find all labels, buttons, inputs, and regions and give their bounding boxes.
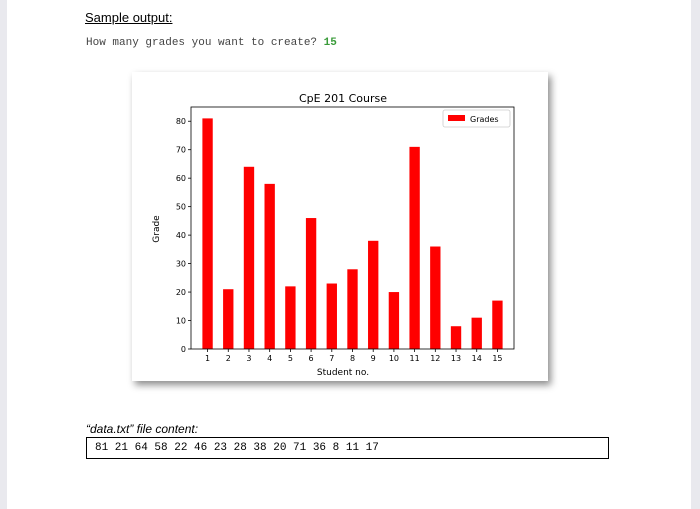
chart-legend: Grades (442, 109, 511, 128)
chart-x-axis: 1 2 3 4 5 6 7 8 9 10 11 12 13 14 15 (205, 349, 503, 363)
chart-bar (492, 300, 503, 349)
chart-bar (264, 183, 275, 349)
chart-y-tick-label: 60 (176, 174, 186, 183)
chart-y-tick-label: 0 (181, 345, 186, 354)
chart-bar (347, 269, 358, 349)
chart-bar (430, 246, 441, 349)
chart-x-tick-label: 7 (329, 354, 334, 363)
chart-x-tick-label: 1 (205, 354, 210, 363)
chart-y-tick-label: 70 (176, 146, 186, 155)
chart-y-tick-label: 80 (176, 117, 186, 126)
chart-legend-box (442, 109, 511, 128)
chart-x-tick-label: 9 (371, 354, 376, 363)
bar-chart: CpE 201 Course Student no. Grade 0102030… (152, 92, 515, 378)
chart-bar (243, 166, 255, 349)
file-content-label: “data.txt” file content: (86, 422, 199, 436)
chart-bar (471, 317, 482, 349)
chart-bar (388, 292, 400, 349)
chart-x-tick-label: 10 (389, 354, 399, 363)
chart-bars-group (202, 118, 503, 349)
chart-plot-frame (190, 106, 515, 350)
chart-x-tick-label: 8 (350, 354, 355, 363)
chart-x-tick-label: 5 (288, 354, 293, 363)
chart-y-tick-label: 50 (176, 203, 186, 212)
chart-bar (223, 289, 234, 349)
chart-x-axis-label: Student no. (317, 368, 369, 378)
console-prompt-answer: 15 (323, 37, 337, 49)
chart-x-tick-label: 4 (267, 354, 272, 363)
chart-bar (285, 286, 296, 349)
chart-x-tick-label: 12 (430, 354, 440, 363)
chart-x-tick-label: 2 (226, 354, 231, 363)
chart-bar (368, 240, 379, 349)
chart-y-tick-label: 30 (176, 260, 186, 269)
sample-output-heading: Sample output: (85, 10, 173, 25)
chart-bar (326, 283, 337, 349)
chart-bar (409, 146, 420, 349)
file-content-box: 81 21 64 58 22 46 23 28 38 20 71 36 8 11… (86, 437, 609, 459)
chart-legend-label: Grades (470, 115, 499, 124)
chart-figure: CpE 201 Course Student no. Grade 0 10 20 30… (132, 72, 548, 381)
chart-x-tick-label: 15 (492, 354, 502, 363)
console-prompt-text: How many grades you want to create? (86, 37, 324, 49)
chart-y-tick-label: 10 (176, 317, 186, 326)
chart-bar (305, 218, 317, 349)
chart-bar (450, 326, 462, 349)
chart-bar (202, 118, 213, 349)
chart-x-tick-label: 13 (451, 354, 461, 363)
chart-x-tick-label: 11 (410, 354, 420, 363)
chart-y-axis-label: Grade (152, 215, 162, 243)
chart-y-axis: 0 10 20 30 40 50 60 70 80 (176, 117, 191, 354)
chart-x-tick-label: 3 (246, 354, 251, 363)
chart-legend-swatch (448, 115, 465, 121)
chart-y-tick-label: 40 (176, 231, 186, 240)
console-prompt-line: How many grades you want to create? 15 (86, 37, 337, 49)
chart-x-tick-label: 14 (472, 354, 482, 363)
chart-y-tick-label: 20 (176, 288, 186, 297)
chart-x-tick-label: 6 (309, 354, 314, 363)
chart-title: CpE 201 Course (299, 92, 387, 105)
document-page: Sample output: How many grades you want … (7, 0, 691, 509)
